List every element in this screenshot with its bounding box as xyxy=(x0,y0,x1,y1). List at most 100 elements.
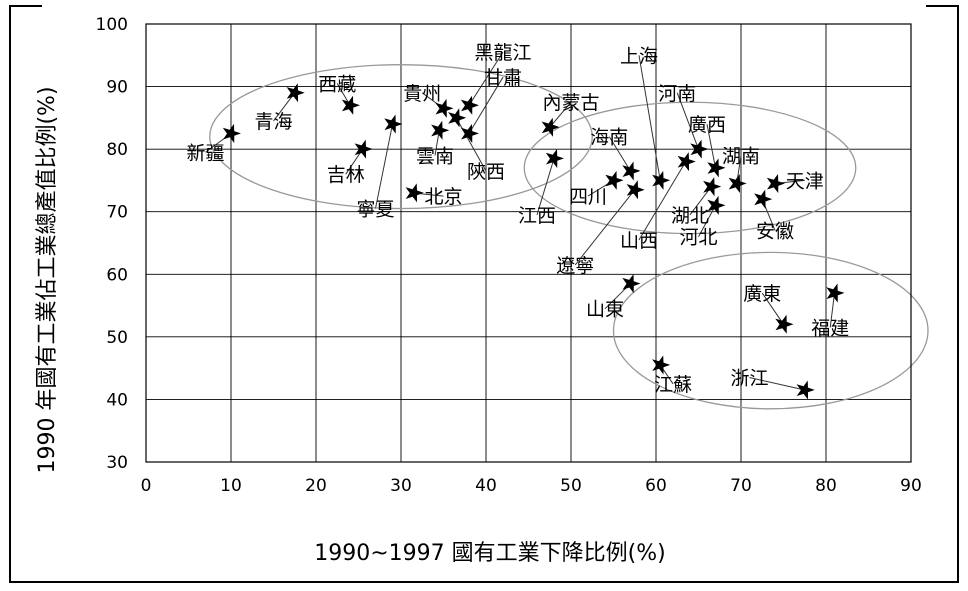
x-tick-label: 30 xyxy=(390,476,412,496)
point-label: 江西 xyxy=(518,205,556,227)
point-label: 陝西 xyxy=(467,161,505,183)
data-point-star xyxy=(728,174,747,193)
point-label: 甘肅 xyxy=(484,67,522,89)
leader-line xyxy=(574,189,636,266)
leader-line xyxy=(698,205,716,237)
point-label: 福建 xyxy=(811,317,849,339)
y-tick-label: 30 xyxy=(106,453,128,473)
data-point-star xyxy=(622,161,641,181)
data-point-star xyxy=(222,123,241,143)
point-label: 黑龍江 xyxy=(474,42,531,64)
point-label: 山東 xyxy=(586,299,624,321)
leader-line xyxy=(676,92,699,150)
leader-line xyxy=(638,161,687,241)
leader-line xyxy=(536,158,555,215)
data-point-star xyxy=(703,177,722,197)
data-point-star xyxy=(622,274,641,294)
data-points xyxy=(222,83,845,400)
point-label: 四川 xyxy=(569,186,607,208)
leader-line xyxy=(549,101,572,128)
point-label: 山西 xyxy=(620,230,658,252)
data-point-star xyxy=(435,98,454,118)
point-label: 安徽 xyxy=(756,220,794,242)
point-label: 西藏 xyxy=(318,73,356,95)
leader-line xyxy=(455,117,487,172)
point-label: 雲南 xyxy=(416,145,454,167)
data-point-star xyxy=(431,120,450,140)
point-label: 寧夏 xyxy=(356,199,394,221)
data-point-star xyxy=(405,183,424,203)
x-tick-label: 20 xyxy=(305,476,327,496)
x-tick-label: 70 xyxy=(730,476,752,496)
point-label: 上海 xyxy=(620,45,658,67)
point-label: 青海 xyxy=(254,111,292,133)
data-point-star xyxy=(690,139,709,159)
y-tick-label: 50 xyxy=(106,328,128,348)
data-point-star xyxy=(460,123,479,143)
point-label: 河南 xyxy=(658,83,696,105)
leader-line xyxy=(375,124,393,209)
y-axis-label: 1990 年國有工業佔工業總產值比例(%) xyxy=(35,86,60,473)
x-axis-label: 1990~1997 國有工業下降比例(%) xyxy=(314,541,665,566)
data-point-star xyxy=(460,95,479,115)
data-point-star xyxy=(754,189,773,209)
y-tick-label: 80 xyxy=(106,140,128,160)
data-point-star xyxy=(545,149,564,168)
frame-top-gap xyxy=(42,0,926,12)
data-point-star xyxy=(384,114,403,134)
data-point-star xyxy=(796,380,815,400)
point-label: 湖北 xyxy=(671,205,709,227)
cluster-ellipse xyxy=(523,101,857,235)
data-point-star xyxy=(605,170,624,190)
point-label: 浙江 xyxy=(730,368,768,390)
leader-line xyxy=(749,377,805,391)
data-point-star xyxy=(354,139,373,159)
data-point-star xyxy=(677,152,696,172)
y-tick-label: 100 xyxy=(96,15,128,35)
x-tick-label: 60 xyxy=(645,476,667,496)
data-point-star xyxy=(766,174,785,193)
data-point-star xyxy=(707,195,726,215)
point-label: 遼寧 xyxy=(556,255,594,277)
leader-line xyxy=(468,51,504,106)
data-point-star xyxy=(775,314,794,334)
data-point-star xyxy=(286,83,305,103)
x-tick-label: 50 xyxy=(560,476,582,496)
y-tick-label: 90 xyxy=(106,78,128,98)
leader-line xyxy=(761,292,784,325)
data-point-star xyxy=(652,355,671,375)
data-point-star xyxy=(541,117,560,137)
point-label: 新疆 xyxy=(186,142,224,164)
plot-area-border xyxy=(145,23,912,463)
cluster-ellipse xyxy=(209,64,593,210)
leader-line xyxy=(273,92,296,122)
data-point-star xyxy=(626,180,645,200)
point-label: 河北 xyxy=(679,227,717,249)
point-label: 貴州 xyxy=(403,83,441,105)
y-tick-label: 70 xyxy=(106,203,128,223)
x-axis-ticks: 0 10 20 30 40 50 60 70 80 90 xyxy=(141,476,922,496)
point-label: 內蒙古 xyxy=(542,92,599,114)
data-point-star xyxy=(826,283,845,303)
leader-line xyxy=(468,76,504,134)
y-tick-label: 60 xyxy=(106,265,128,285)
cluster-ellipses xyxy=(209,64,929,410)
data-point-star xyxy=(652,170,671,190)
data-point-star xyxy=(448,108,467,128)
point-label: 吉林 xyxy=(327,164,365,186)
x-tick-label: 80 xyxy=(815,476,837,496)
x-tick-label: 10 xyxy=(220,476,242,496)
leader-line xyxy=(638,55,661,181)
point-label: 江蘇 xyxy=(654,374,692,396)
point-label: 天津 xyxy=(786,170,824,192)
point-label: 廣東 xyxy=(743,283,781,305)
x-tick-label: 90 xyxy=(900,476,922,496)
x-tick-label: 0 xyxy=(141,476,152,496)
cluster-ellipse xyxy=(612,251,929,410)
leader-line xyxy=(608,136,631,172)
data-point-star xyxy=(707,158,726,178)
point-label: 廣西 xyxy=(688,114,726,136)
grid-lines xyxy=(145,23,912,463)
